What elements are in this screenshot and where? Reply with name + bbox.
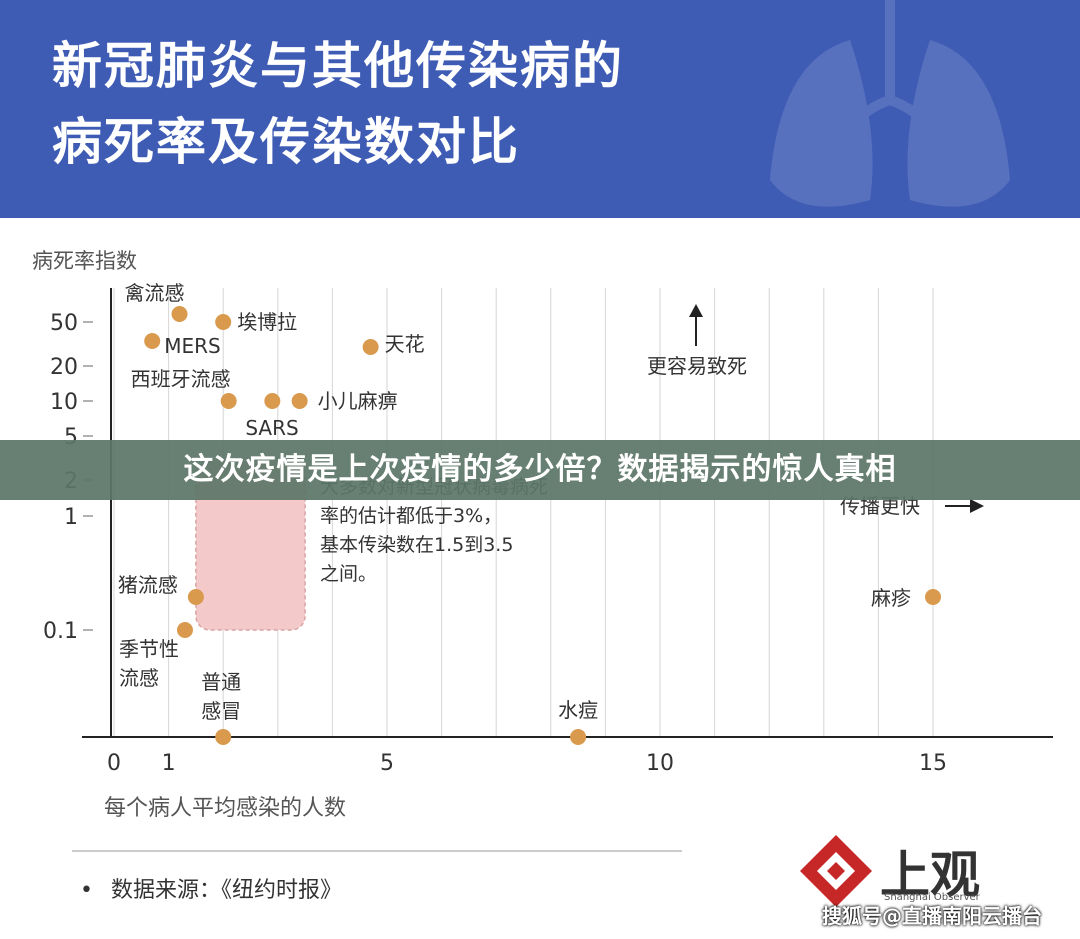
point-label: 季节性流感 <box>119 637 179 690</box>
data-point <box>362 339 379 355</box>
y-axis-label: 病死率指数 <box>32 249 137 273</box>
x-tick-label: 0 <box>107 751 121 776</box>
bullet: • <box>80 878 93 903</box>
right-arrow-head <box>970 499 984 513</box>
estimate-region <box>195 459 306 631</box>
data-point <box>291 393 308 409</box>
data-points: 禽流感埃博拉 MERS 天花西班牙流感 SARS 小儿麻痹猪流感季节性流感 普通感冒水痘 麻… <box>118 281 941 745</box>
shanghai-observer-logo-icon <box>800 835 872 907</box>
header-banner: 新冠肺炎与其他传染病的 病死率及传染数对比 <box>0 0 1080 218</box>
data-point <box>570 729 587 745</box>
title-line-1: 新冠肺炎与其他传染病的 <box>52 37 624 95</box>
point-label: 猪流感 <box>118 573 178 597</box>
y-tick-label: 0.1 <box>43 619 78 644</box>
logo-text: 上观 <box>880 845 980 904</box>
data-point <box>187 589 204 605</box>
data-point <box>925 589 941 605</box>
watermark-text: 搜狐号@直播南阳云播台 <box>822 904 1042 928</box>
point-label: 水痘 <box>558 698 598 722</box>
y-tick-label: 10 <box>50 390 78 415</box>
point-label: MERS <box>164 334 220 358</box>
source-note: • 数据来源：《纽约时报》 <box>80 872 342 904</box>
x-tick-label: 15 <box>919 751 947 776</box>
data-point <box>264 393 281 409</box>
point-label: 西班牙流感 <box>131 367 231 391</box>
source-text: 数据来源：《纽约时报》 <box>110 878 342 903</box>
lung-watermark-icon <box>770 0 1010 207</box>
point-label: 小儿麻痹 <box>318 389 398 413</box>
title-line-2: 病死率及传染数对比 <box>52 113 520 171</box>
data-point <box>215 729 232 745</box>
up-arrow-head <box>689 304 703 317</box>
region-label-line: 率的估计都低于3%， <box>320 505 502 527</box>
data-point <box>144 333 161 349</box>
x-tick-label: 10 <box>646 751 674 776</box>
x-axis-label: 每个病人平均感染的人数 <box>104 796 346 821</box>
chart-grid <box>113 288 934 737</box>
y-tick-label: 50 <box>50 311 78 336</box>
point-label: 天花 <box>385 332 425 356</box>
y-tick-label: 20 <box>50 355 78 380</box>
page-title: 新冠肺炎与其他传染病的 病死率及传染数对比 <box>52 28 752 180</box>
x-ticks: 0 1 5 10 15 <box>107 751 947 776</box>
data-point <box>171 306 188 322</box>
scatter-chart: 大多数对新型冠状病毒病死率的估计都低于3%，基本传染数在1.5到3.5之间。 病… <box>32 249 1053 821</box>
logo-subtext: Shanghai Observer <box>884 892 980 903</box>
x-tick-label: 1 <box>162 751 176 776</box>
divider <box>72 850 682 852</box>
point-label: SARS <box>245 416 298 440</box>
data-point <box>176 622 193 638</box>
data-point <box>215 314 232 330</box>
point-label: 埃博拉 <box>237 310 297 334</box>
point-label: 麻疹 <box>871 586 911 610</box>
point-label: 禽流感 <box>125 281 185 305</box>
overlay-banner-text: 这次疫情是上次疫情的多少倍？数据揭示的惊人真相 <box>183 452 897 487</box>
point-label: 普通感冒 <box>201 670 241 723</box>
data-point <box>220 393 237 409</box>
up-arrow-label: 更容易致死 <box>647 354 747 378</box>
x-tick-label: 5 <box>380 751 394 776</box>
y-tick-label: 1 <box>64 505 78 530</box>
region-label-line: 之间。 <box>320 563 377 585</box>
overlay-banner: 这次疫情是上次疫情的多少倍？数据揭示的惊人真相 <box>0 440 1080 500</box>
region-label-line: 基本传染数在1.5到3.5 <box>320 534 513 556</box>
